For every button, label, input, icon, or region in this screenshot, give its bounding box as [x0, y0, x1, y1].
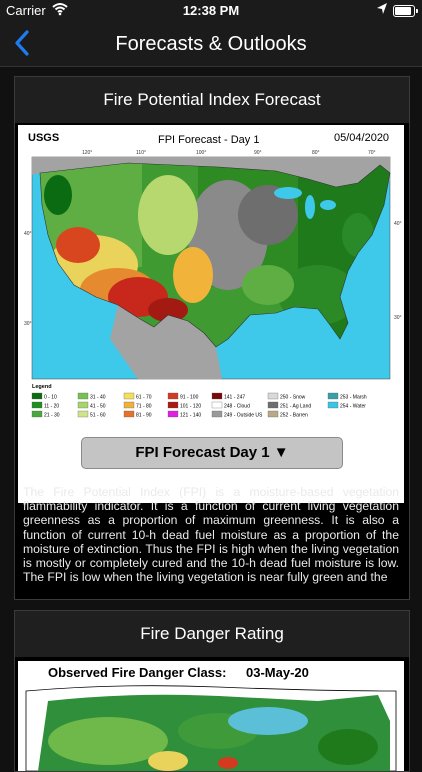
fpi-forecast-day-dropdown[interactable]: FPI Forecast Day 1 ▼	[81, 437, 343, 469]
legend-swatch	[211, 392, 223, 400]
map-legend: 0 - 10 11 - 20 21 - 30 31 - 40 41 - 50 51 - 6…	[31, 392, 367, 419]
fpi-map-title: FPI Forecast - Day 1	[158, 134, 259, 146]
legend-label: 71 - 80	[136, 404, 152, 410]
legend-swatch	[211, 401, 223, 409]
fpi-map-date: 05/04/2020	[334, 132, 389, 144]
legend-swatch	[123, 392, 135, 400]
legend-swatch	[211, 410, 223, 418]
legend-swatch	[123, 410, 135, 418]
lon-label: 120°	[82, 150, 92, 156]
fpi-map-graphic: USGS FPI Forecast - Day 1 05/04/2020 120…	[18, 125, 404, 425]
fire-danger-map-title: Observed Fire Danger Class:	[48, 665, 226, 680]
fpi-card-title: Fire Potential Index Forecast	[15, 77, 409, 123]
location-arrow-icon	[377, 3, 387, 14]
legend-swatch	[267, 410, 279, 418]
legend-swatch	[327, 392, 339, 400]
legend-swatch	[167, 410, 179, 418]
clock: 12:38 PM	[182, 3, 240, 18]
legend-swatch	[31, 401, 43, 409]
lat-label: 40°	[24, 231, 32, 237]
legend-label: 101 - 120	[180, 404, 201, 410]
legend-swatch	[77, 392, 89, 400]
lon-label: 90°	[254, 150, 262, 156]
fire-danger-card: Fire Danger Rating Observed Fire Danger …	[14, 610, 410, 772]
lon-label: 100°	[196, 150, 206, 156]
lon-label: 80°	[312, 150, 320, 156]
legend-label: 248 - Cloud	[224, 404, 250, 410]
legend-swatch	[327, 401, 339, 409]
legend-label: 251 - Ag Land	[280, 404, 311, 410]
battery-icon	[393, 5, 418, 17]
fire-danger-map-image[interactable]: Observed Fire Danger Class: 03-May-20	[18, 661, 404, 771]
legend-label: 61 - 70	[136, 395, 152, 401]
page-title: Forecasts & Outlooks	[115, 33, 307, 55]
fire-danger-card-title: Fire Danger Rating	[15, 611, 409, 657]
legend-label: 51 - 60	[90, 413, 106, 419]
carrier-label: Carrier	[6, 3, 46, 18]
lat-label: 30°	[24, 321, 32, 327]
navigation-bar: Forecasts & Outlooks	[0, 22, 422, 67]
usgs-logo: USGS	[28, 132, 59, 144]
lon-label: 110°	[136, 150, 146, 156]
legend-swatch	[267, 392, 279, 400]
legend-swatch	[123, 401, 135, 409]
legend-label: 0 - 10	[44, 395, 57, 401]
fire-danger-map-date: 03-May-20	[246, 665, 309, 680]
legend-swatch	[167, 401, 179, 409]
lat-label: 40°	[394, 221, 402, 227]
legend-label: 254 - Water	[340, 404, 366, 410]
legend-label: 91 - 100	[180, 395, 199, 401]
legend-label: 121 - 140	[180, 413, 201, 419]
legend-label: 11 - 20	[44, 404, 59, 410]
fpi-forecast-card: Fire Potential Index Forecast USGS FPI F…	[14, 76, 410, 600]
wifi-icon	[52, 3, 68, 16]
legend-label: 81 - 90	[136, 413, 152, 419]
legend-label: 249 - Outside US	[224, 413, 263, 419]
legend-label: 41 - 50	[90, 404, 106, 410]
legend-label: 31 - 40	[90, 395, 106, 401]
legend-swatch	[31, 392, 43, 400]
legend-label: 250 - Snow	[280, 395, 306, 401]
fpi-description: The Fire Potential Index (FPI) is a mois…	[23, 485, 399, 585]
chevron-left-icon[interactable]	[10, 26, 34, 60]
status-bar: Carrier 12:38 PM	[0, 0, 422, 22]
legend-title: Legend	[32, 384, 52, 390]
lat-label: 30°	[394, 315, 402, 321]
legend-swatch	[31, 410, 43, 418]
legend-label: 21 - 30	[44, 413, 60, 419]
legend-label: 141 - 247	[224, 395, 245, 401]
lon-label: 70°	[368, 150, 376, 156]
legend-swatch	[77, 401, 89, 409]
legend-swatch	[167, 392, 179, 400]
legend-swatch	[267, 401, 279, 409]
legend-swatch	[77, 410, 89, 418]
legend-label: 252 - Barren	[280, 413, 308, 419]
legend-label: 253 - Marsh	[340, 395, 367, 401]
fire-danger-map-graphic: Observed Fire Danger Class: 03-May-20	[18, 661, 404, 771]
